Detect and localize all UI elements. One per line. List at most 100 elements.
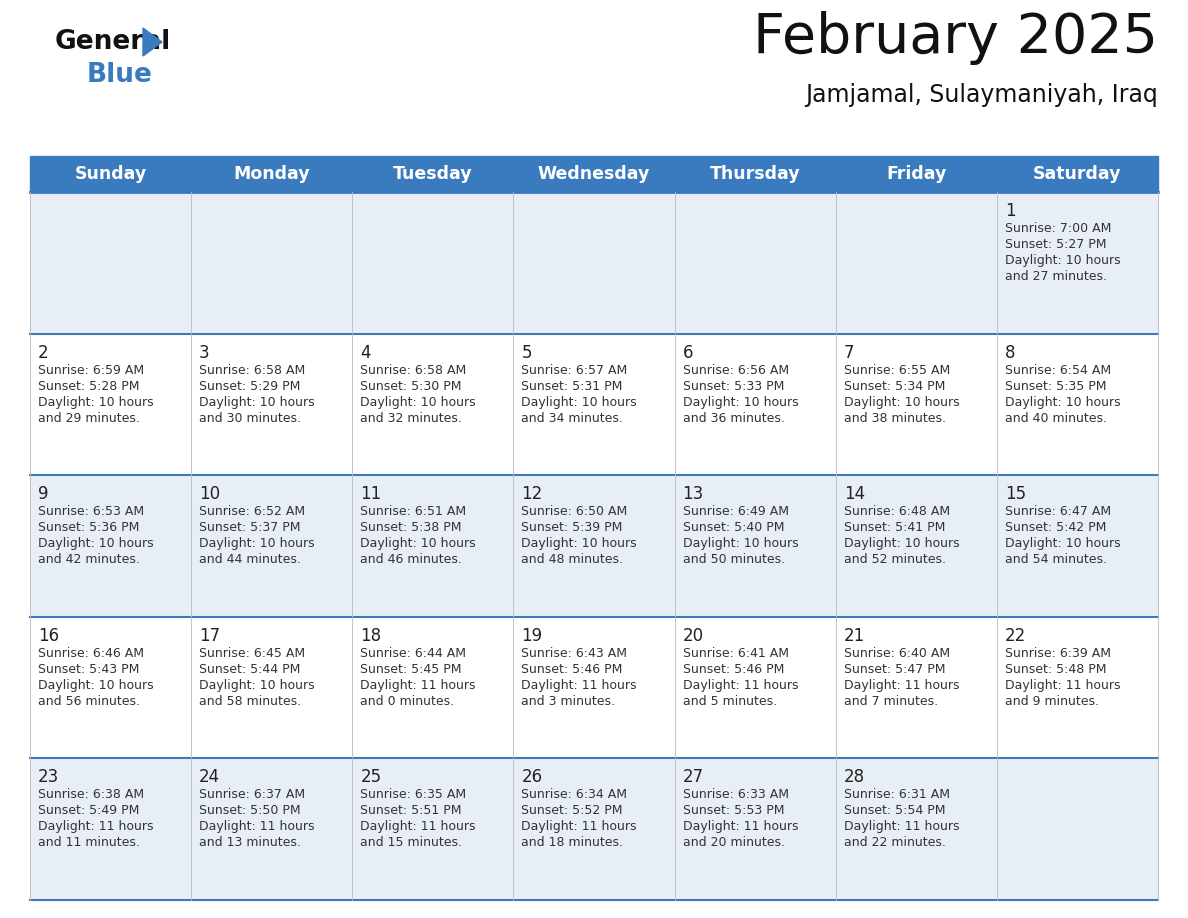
Text: Saturday: Saturday xyxy=(1034,165,1121,183)
Text: Sunrise: 6:54 AM: Sunrise: 6:54 AM xyxy=(1005,364,1111,376)
Bar xyxy=(30,617,1158,758)
Text: 20: 20 xyxy=(683,627,703,644)
Text: Sunrise: 7:00 AM: Sunrise: 7:00 AM xyxy=(1005,222,1111,235)
Text: Daylight: 11 hours: Daylight: 11 hours xyxy=(360,678,475,692)
Text: Daylight: 10 hours: Daylight: 10 hours xyxy=(683,537,798,550)
Text: Sunrise: 6:35 AM: Sunrise: 6:35 AM xyxy=(360,789,467,801)
Text: Sunrise: 6:58 AM: Sunrise: 6:58 AM xyxy=(360,364,467,376)
Text: 24: 24 xyxy=(200,768,220,787)
Text: 16: 16 xyxy=(38,627,59,644)
Text: Daylight: 10 hours: Daylight: 10 hours xyxy=(843,537,960,550)
Text: Sunset: 5:37 PM: Sunset: 5:37 PM xyxy=(200,521,301,534)
Text: Sunrise: 6:43 AM: Sunrise: 6:43 AM xyxy=(522,647,627,660)
Text: and 44 minutes.: and 44 minutes. xyxy=(200,554,301,566)
Text: Daylight: 10 hours: Daylight: 10 hours xyxy=(38,678,153,692)
Text: Daylight: 10 hours: Daylight: 10 hours xyxy=(200,396,315,409)
Text: Sunday: Sunday xyxy=(75,165,146,183)
Text: Monday: Monday xyxy=(233,165,310,183)
Text: Sunset: 5:47 PM: Sunset: 5:47 PM xyxy=(843,663,946,676)
Text: Sunrise: 6:38 AM: Sunrise: 6:38 AM xyxy=(38,789,144,801)
Text: Sunrise: 6:55 AM: Sunrise: 6:55 AM xyxy=(843,364,950,376)
Text: and 58 minutes.: and 58 minutes. xyxy=(200,695,302,708)
Text: Sunrise: 6:39 AM: Sunrise: 6:39 AM xyxy=(1005,647,1111,660)
Text: and 50 minutes.: and 50 minutes. xyxy=(683,554,785,566)
Text: Blue: Blue xyxy=(87,62,153,88)
Text: Daylight: 10 hours: Daylight: 10 hours xyxy=(683,396,798,409)
Text: Daylight: 11 hours: Daylight: 11 hours xyxy=(1005,678,1120,692)
Text: Sunset: 5:50 PM: Sunset: 5:50 PM xyxy=(200,804,301,817)
Text: 1: 1 xyxy=(1005,202,1016,220)
Text: 26: 26 xyxy=(522,768,543,787)
Text: Sunset: 5:48 PM: Sunset: 5:48 PM xyxy=(1005,663,1106,676)
Text: Sunrise: 6:47 AM: Sunrise: 6:47 AM xyxy=(1005,505,1111,518)
Text: Sunset: 5:52 PM: Sunset: 5:52 PM xyxy=(522,804,623,817)
Text: 22: 22 xyxy=(1005,627,1026,644)
Text: Jamjamal, Sulaymaniyah, Iraq: Jamjamal, Sulaymaniyah, Iraq xyxy=(805,83,1158,107)
Text: and 46 minutes.: and 46 minutes. xyxy=(360,554,462,566)
Text: Sunset: 5:27 PM: Sunset: 5:27 PM xyxy=(1005,238,1106,251)
Text: and 36 minutes.: and 36 minutes. xyxy=(683,411,784,425)
Text: and 48 minutes.: and 48 minutes. xyxy=(522,554,624,566)
Text: 19: 19 xyxy=(522,627,543,644)
Text: Daylight: 10 hours: Daylight: 10 hours xyxy=(1005,254,1120,267)
Text: Sunrise: 6:57 AM: Sunrise: 6:57 AM xyxy=(522,364,627,376)
Text: Daylight: 11 hours: Daylight: 11 hours xyxy=(522,821,637,834)
Text: Daylight: 10 hours: Daylight: 10 hours xyxy=(38,396,153,409)
Text: and 30 minutes.: and 30 minutes. xyxy=(200,411,301,425)
Text: and 9 minutes.: and 9 minutes. xyxy=(1005,695,1099,708)
Text: and 22 minutes.: and 22 minutes. xyxy=(843,836,946,849)
Text: and 13 minutes.: and 13 minutes. xyxy=(200,836,301,849)
Text: 27: 27 xyxy=(683,768,703,787)
Text: 5: 5 xyxy=(522,343,532,362)
Text: Daylight: 11 hours: Daylight: 11 hours xyxy=(38,821,153,834)
Text: and 29 minutes.: and 29 minutes. xyxy=(38,411,140,425)
Text: 25: 25 xyxy=(360,768,381,787)
Text: Sunrise: 6:45 AM: Sunrise: 6:45 AM xyxy=(200,647,305,660)
Text: Sunset: 5:36 PM: Sunset: 5:36 PM xyxy=(38,521,139,534)
Text: Daylight: 10 hours: Daylight: 10 hours xyxy=(522,537,637,550)
Text: Wednesday: Wednesday xyxy=(538,165,650,183)
Text: Sunset: 5:45 PM: Sunset: 5:45 PM xyxy=(360,663,462,676)
Text: 8: 8 xyxy=(1005,343,1016,362)
Text: 9: 9 xyxy=(38,486,49,503)
Text: Sunset: 5:43 PM: Sunset: 5:43 PM xyxy=(38,663,139,676)
Text: Sunset: 5:33 PM: Sunset: 5:33 PM xyxy=(683,380,784,393)
Text: Sunset: 5:39 PM: Sunset: 5:39 PM xyxy=(522,521,623,534)
Text: February 2025: February 2025 xyxy=(753,11,1158,65)
Text: Sunrise: 6:56 AM: Sunrise: 6:56 AM xyxy=(683,364,789,376)
Bar xyxy=(30,156,1158,192)
Text: and 32 minutes.: and 32 minutes. xyxy=(360,411,462,425)
Text: Sunset: 5:40 PM: Sunset: 5:40 PM xyxy=(683,521,784,534)
Text: Sunset: 5:53 PM: Sunset: 5:53 PM xyxy=(683,804,784,817)
Text: Daylight: 10 hours: Daylight: 10 hours xyxy=(1005,537,1120,550)
Text: Sunset: 5:34 PM: Sunset: 5:34 PM xyxy=(843,380,946,393)
Text: Daylight: 11 hours: Daylight: 11 hours xyxy=(200,821,315,834)
Polygon shape xyxy=(143,28,162,56)
Text: and 27 minutes.: and 27 minutes. xyxy=(1005,270,1107,283)
Text: Sunset: 5:44 PM: Sunset: 5:44 PM xyxy=(200,663,301,676)
Text: Sunrise: 6:51 AM: Sunrise: 6:51 AM xyxy=(360,505,467,518)
Text: Sunset: 5:46 PM: Sunset: 5:46 PM xyxy=(683,663,784,676)
Text: and 56 minutes.: and 56 minutes. xyxy=(38,695,140,708)
Text: and 38 minutes.: and 38 minutes. xyxy=(843,411,946,425)
Text: Sunset: 5:54 PM: Sunset: 5:54 PM xyxy=(843,804,946,817)
Text: and 40 minutes.: and 40 minutes. xyxy=(1005,411,1107,425)
Text: Sunrise: 6:37 AM: Sunrise: 6:37 AM xyxy=(200,789,305,801)
Text: Daylight: 10 hours: Daylight: 10 hours xyxy=(360,396,476,409)
Text: 23: 23 xyxy=(38,768,59,787)
Text: 15: 15 xyxy=(1005,486,1026,503)
Text: Sunset: 5:51 PM: Sunset: 5:51 PM xyxy=(360,804,462,817)
Text: General: General xyxy=(55,29,171,55)
Text: and 18 minutes.: and 18 minutes. xyxy=(522,836,624,849)
Text: 11: 11 xyxy=(360,486,381,503)
Text: 7: 7 xyxy=(843,343,854,362)
Text: Sunrise: 6:46 AM: Sunrise: 6:46 AM xyxy=(38,647,144,660)
Text: 17: 17 xyxy=(200,627,220,644)
Text: 6: 6 xyxy=(683,343,693,362)
Text: Sunset: 5:28 PM: Sunset: 5:28 PM xyxy=(38,380,139,393)
Text: Daylight: 11 hours: Daylight: 11 hours xyxy=(843,821,959,834)
Text: Daylight: 10 hours: Daylight: 10 hours xyxy=(38,537,153,550)
Text: 18: 18 xyxy=(360,627,381,644)
Text: 28: 28 xyxy=(843,768,865,787)
Text: Sunrise: 6:49 AM: Sunrise: 6:49 AM xyxy=(683,505,789,518)
